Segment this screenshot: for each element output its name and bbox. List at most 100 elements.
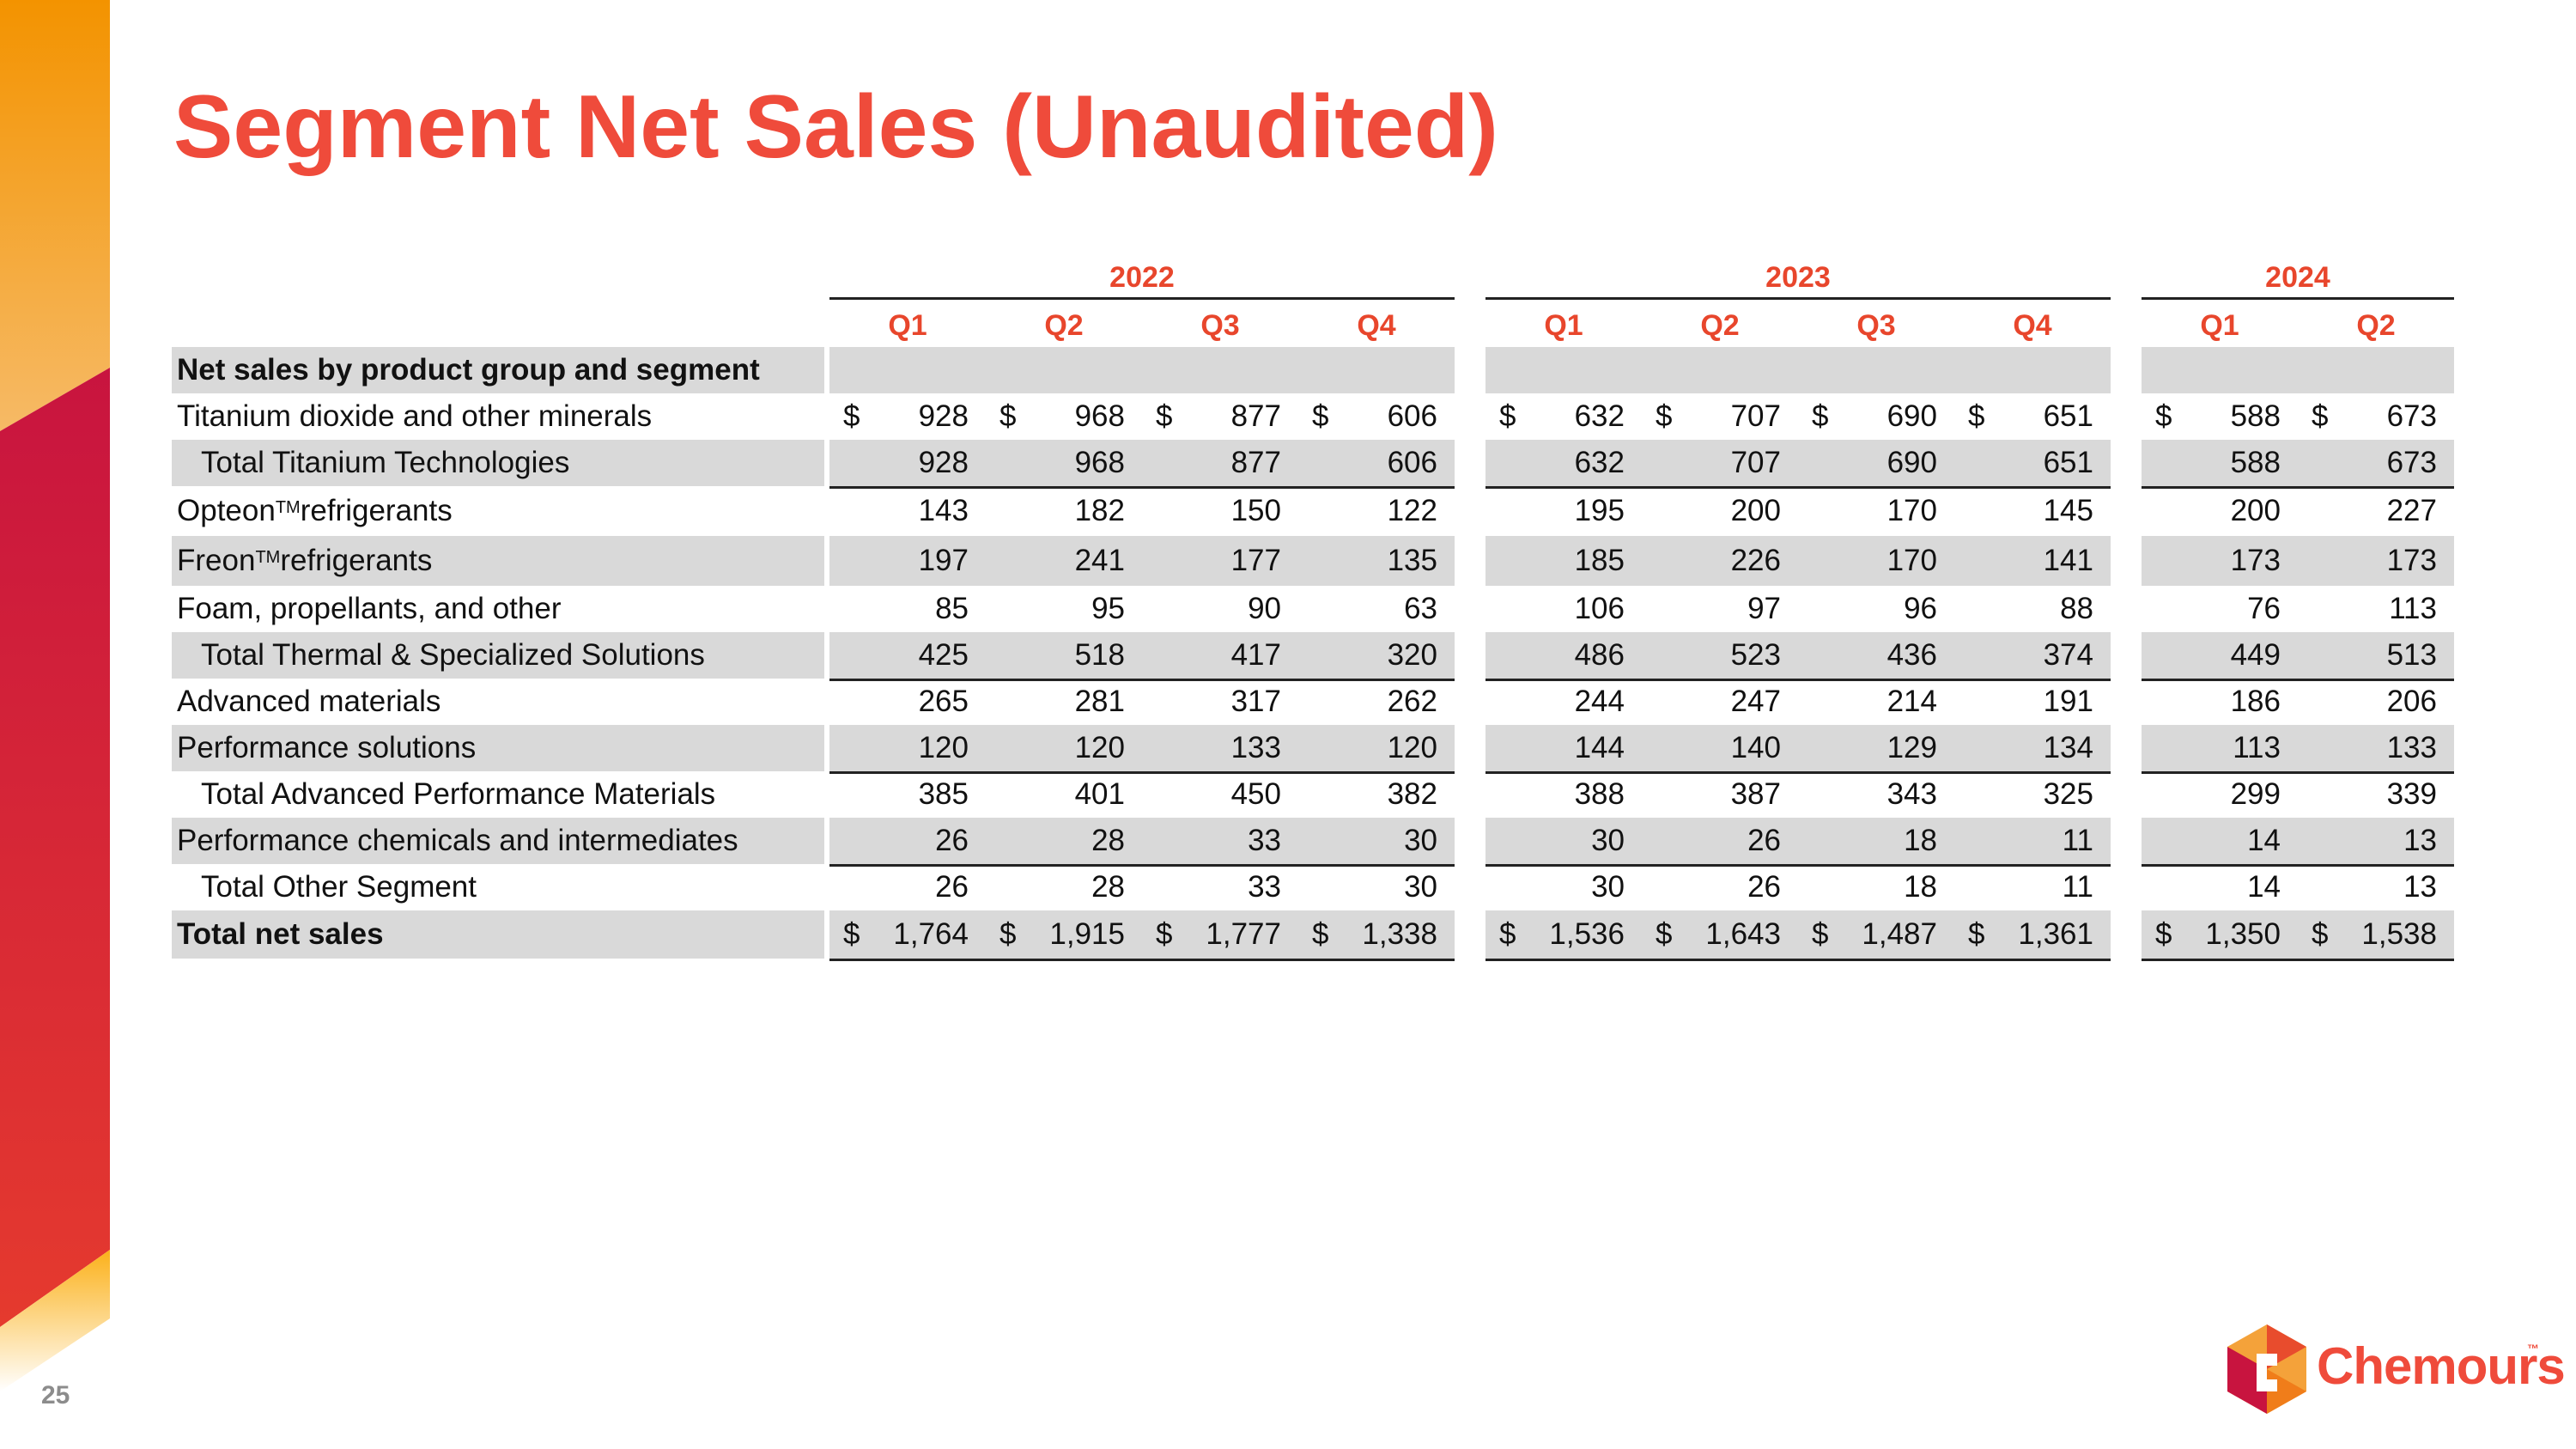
currency-symbol: $: [1156, 399, 1173, 433]
currency-symbol: $: [1812, 399, 1829, 433]
value-cell: 182: [986, 486, 1142, 536]
currency-symbol: $: [1499, 917, 1516, 951]
table-row: Performance solutions 120 120 133 120 144 140 1…: [172, 725, 2456, 774]
value-cell: 133: [1142, 725, 1298, 771]
value-text: 388: [1574, 777, 1625, 811]
value-cell: 30: [1485, 818, 1642, 864]
row-band: [2142, 818, 2454, 867]
row-label-suffix: refrigerants: [300, 494, 453, 527]
row-band: [829, 536, 1455, 586]
value-text: 120: [1387, 731, 1437, 764]
value-text: 928: [918, 399, 969, 433]
value-text: 182: [1074, 494, 1125, 527]
value-text: 141: [2043, 544, 2093, 577]
value-cell: $632: [1485, 393, 1642, 440]
row-band: [829, 632, 1455, 681]
table-row: Total Other Segment 26 28 33 30 30 26 18 11 14 13: [172, 864, 2456, 913]
value-cell: 26: [829, 818, 986, 864]
currency-symbol: $: [999, 399, 1017, 433]
row-label: Total net sales: [172, 910, 824, 959]
value-cell: $1,338: [1298, 910, 1455, 959]
value-text: 968: [1074, 399, 1125, 433]
value-cell: 14: [2142, 864, 2298, 910]
value-cell: 120: [986, 725, 1142, 771]
value-cell: 170: [1798, 486, 1954, 536]
row-label: Freon TM refrigerants: [177, 544, 433, 577]
value-cell: 299: [2142, 771, 2298, 818]
value-cell: 141: [1954, 536, 2111, 586]
row-label-text: Performance solutions: [177, 731, 477, 764]
value-text: 28: [1091, 824, 1125, 857]
value-cell: 588: [2142, 440, 2298, 486]
row-label: Foam, propellants, and other: [172, 586, 824, 632]
value-text: 486: [1574, 638, 1625, 672]
value-text: 30: [1591, 824, 1625, 857]
value-cell: $606: [1298, 393, 1455, 440]
value-cell: 523: [1642, 632, 1798, 679]
value-cell: 968: [986, 440, 1142, 486]
value-cell: 106: [1485, 586, 1642, 632]
value-text: 13: [2403, 870, 2437, 904]
value-cell: 33: [1142, 864, 1298, 910]
value-cell: 11: [1954, 818, 2111, 864]
value-text: 135: [1387, 544, 1437, 577]
value-text: 968: [1074, 446, 1125, 479]
quarter-header: Q1: [829, 304, 986, 350]
currency-symbol: $: [1312, 917, 1329, 951]
value-cell: 436: [1798, 632, 1954, 679]
value-text: 325: [2043, 777, 2093, 811]
currency-symbol: $: [2155, 399, 2172, 433]
value-cell: $968: [986, 393, 1142, 440]
value-cell: 673: [2298, 440, 2454, 486]
chemours-logo: Chemours ™: [2222, 1323, 2566, 1426]
value-text: 588: [2230, 446, 2281, 479]
value-text: 173: [2386, 544, 2437, 577]
row-band: [1485, 440, 2111, 489]
value-text: 113: [2233, 731, 2281, 764]
value-text: 197: [918, 544, 969, 577]
value-text: 1,777: [1206, 917, 1281, 951]
value-cell: 170: [1798, 536, 1954, 586]
value-cell: 11: [1954, 864, 2111, 910]
value-cell: 30: [1298, 864, 1455, 910]
value-text: 673: [2386, 399, 2437, 433]
year-header: 2023: [1485, 258, 2111, 300]
value-text: 88: [2060, 592, 2093, 625]
section-header-row: Net sales by product group and segment: [172, 347, 2456, 393]
value-cell: $690: [1798, 393, 1954, 440]
currency-symbol: $: [2312, 399, 2329, 433]
value-text: 1,350: [2205, 917, 2281, 951]
value-cell: 317: [1142, 679, 1298, 725]
row-label-text: Total Thermal & Specialized Solutions: [201, 638, 705, 672]
value-cell: 206: [2298, 679, 2454, 725]
total-row: Total net sales $1,764 $1,915 $1,777 $1,338 $…: [172, 910, 2456, 961]
value-cell: 387: [1642, 771, 1798, 818]
table-row: Opteon TM refrigerants 143 182 150 122 195 200 1…: [172, 486, 2456, 536]
value-cell: 13: [2298, 818, 2454, 864]
segment-net-sales-table: 2022 Q1 Q2 Q3 Q4 2023 Q1 Q2 Q3 Q4 2024 Q1 Q2 Net sale…: [172, 0, 2456, 1449]
value-text: 143: [918, 494, 969, 527]
value-cell: 244: [1485, 679, 1642, 725]
value-cell: 214: [1798, 679, 1954, 725]
value-text: 76: [2247, 592, 2281, 625]
row-label-text: Net sales by product group and segment: [177, 353, 760, 387]
decorative-sidebar: [0, 0, 110, 1391]
value-cell: 200: [1642, 486, 1798, 536]
value-text: 632: [1574, 446, 1625, 479]
value-text: 200: [2230, 494, 2281, 527]
value-cell: 632: [1485, 440, 1642, 486]
value-text: 1,538: [2361, 917, 2437, 951]
value-cell: 33: [1142, 818, 1298, 864]
page-number: 25: [41, 1381, 70, 1409]
value-cell: 185: [1485, 536, 1642, 586]
row-band: [829, 347, 1455, 393]
currency-symbol: $: [1968, 399, 1985, 433]
value-cell: 320: [1298, 632, 1455, 679]
row-label-text: Total net sales: [177, 917, 384, 951]
value-text: 33: [1248, 824, 1281, 857]
value-cell: 97: [1642, 586, 1798, 632]
value-cell: 417: [1142, 632, 1298, 679]
year-header: 2022: [829, 258, 1455, 300]
value-text: 244: [1574, 685, 1625, 718]
value-cell: 200: [2142, 486, 2298, 536]
